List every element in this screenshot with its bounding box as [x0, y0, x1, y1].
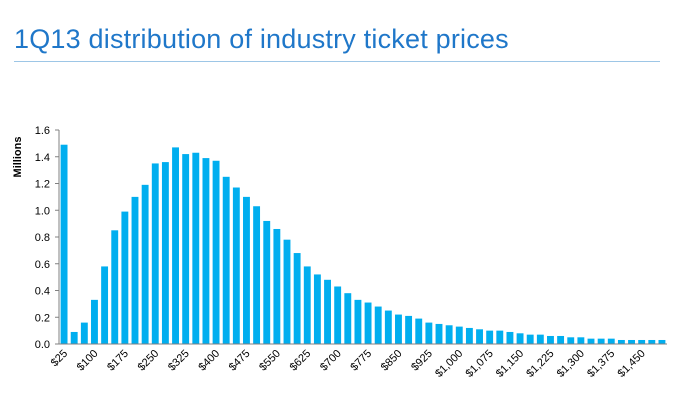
x-tick-label: $700 — [318, 348, 344, 374]
x-tick-label: $400 — [196, 348, 222, 374]
bar-$125 — [101, 266, 109, 344]
x-tick-label: $25 — [49, 348, 70, 369]
bar-$1,375 — [607, 338, 615, 344]
bar-$825 — [384, 310, 392, 344]
bar-$975 — [445, 325, 453, 344]
bar-$425 — [222, 176, 230, 344]
x-tick-label: $325 — [166, 348, 192, 374]
bar-$1,100 — [496, 330, 504, 345]
x-tick-label: $1,150 — [494, 348, 526, 380]
bar-$1,325 — [587, 338, 595, 344]
bar-$850 — [395, 314, 402, 344]
bar-$900 — [415, 318, 423, 344]
x-tick-label: $1,300 — [555, 348, 587, 380]
bar-$475 — [243, 196, 250, 345]
bar-$650 — [313, 274, 321, 344]
bar-$325 — [182, 154, 190, 344]
bar-$1,225 — [547, 335, 554, 344]
bar-$450 — [232, 187, 240, 344]
bar-$1,200 — [536, 334, 544, 344]
bar-$500 — [253, 206, 261, 344]
bar-$675 — [324, 279, 331, 344]
bar-$25 — [60, 144, 68, 344]
bar-$1,000 — [455, 326, 463, 344]
y-tick-label: 0.6 — [35, 259, 50, 271]
x-tick-label: $1,375 — [585, 348, 617, 380]
x-tick-label: $625 — [288, 348, 314, 374]
bar-$250 — [151, 163, 159, 344]
y-axis-label: Millions — [12, 137, 24, 178]
x-tick-label: $775 — [348, 348, 374, 374]
bar-$725 — [344, 293, 352, 344]
bar-$150 — [111, 230, 119, 344]
bar-$175 — [121, 211, 129, 344]
bar-series — [60, 144, 666, 345]
bar-$550 — [273, 228, 281, 344]
x-tick-label: $1,000 — [433, 348, 465, 380]
title-divider — [14, 61, 660, 62]
x-tick-label: $1,450 — [616, 348, 648, 380]
bar-$400 — [212, 160, 220, 344]
x-tick-label: $1,075 — [464, 348, 496, 380]
bar-$1,250 — [557, 335, 565, 344]
x-tick-label: $850 — [379, 348, 405, 374]
y-tick-label: 1.2 — [35, 179, 50, 191]
bar-$225 — [141, 184, 149, 344]
y-tick-label: 1.4 — [35, 152, 50, 164]
bar-$800 — [374, 306, 382, 344]
bar-$1,300 — [577, 337, 585, 344]
bar-$300 — [172, 147, 179, 344]
bar-$875 — [405, 315, 413, 344]
bar-$200 — [131, 196, 139, 345]
y-tick-label: 1.0 — [35, 205, 50, 217]
bar-$1,125 — [506, 331, 514, 344]
bar-$575 — [283, 239, 291, 344]
y-tick-label: 0.0 — [35, 339, 50, 351]
bar-$925 — [425, 322, 433, 344]
bar-$350 — [192, 152, 200, 344]
bar-$1,275 — [567, 337, 575, 344]
x-tick-label: $250 — [136, 348, 162, 374]
y-tick-label: 0.8 — [35, 232, 50, 244]
bar-$50 — [70, 331, 78, 344]
x-tick-label: $100 — [75, 348, 101, 374]
x-tick-label: $550 — [257, 348, 283, 374]
bar-$700 — [334, 286, 342, 344]
bar-$525 — [263, 220, 271, 344]
bar-$1,450 — [638, 339, 646, 344]
bar-$1,425 — [628, 339, 635, 344]
bar-$1,150 — [516, 333, 524, 344]
bar-$1,075 — [486, 330, 494, 345]
bar-$950 — [435, 323, 443, 344]
bar-$100 — [91, 299, 98, 344]
x-tick-label: $1,225 — [524, 348, 556, 380]
y-tick-label: 0.2 — [35, 312, 50, 324]
bar-$1,475 — [648, 339, 656, 344]
bar-$1,400 — [617, 339, 625, 344]
bar-$375 — [202, 158, 210, 344]
bar-$1,050 — [476, 329, 483, 344]
bar-$625 — [303, 266, 311, 344]
bar-$75 — [80, 322, 88, 344]
x-tick-label: $175 — [105, 348, 131, 374]
bar-$775 — [364, 302, 372, 344]
bar-$1,500 — [658, 339, 666, 344]
bar-$1,025 — [465, 327, 473, 344]
bar-$750 — [354, 299, 362, 344]
bar-$1,350 — [597, 338, 605, 344]
bar-$275 — [161, 162, 169, 344]
slide-title: 1Q13 distribution of industry ticket pri… — [14, 24, 509, 54]
x-tick-label: $925 — [409, 348, 435, 374]
bar-$600 — [293, 253, 301, 344]
y-tick-label: 1.6 — [35, 125, 50, 137]
bar-$1,175 — [526, 334, 534, 344]
x-axis-ticks: $25 $100 $175 $250 $325 $400 $475 $550 $625 $700 $… — [49, 348, 648, 380]
x-tick-label: $475 — [227, 348, 253, 374]
y-tick-label: 0.4 — [35, 286, 50, 298]
y-axis-ticks: 0.0 0.2 0.4 0.6 0.8 1.0 1.2 1.4 1.6 — [35, 125, 59, 351]
